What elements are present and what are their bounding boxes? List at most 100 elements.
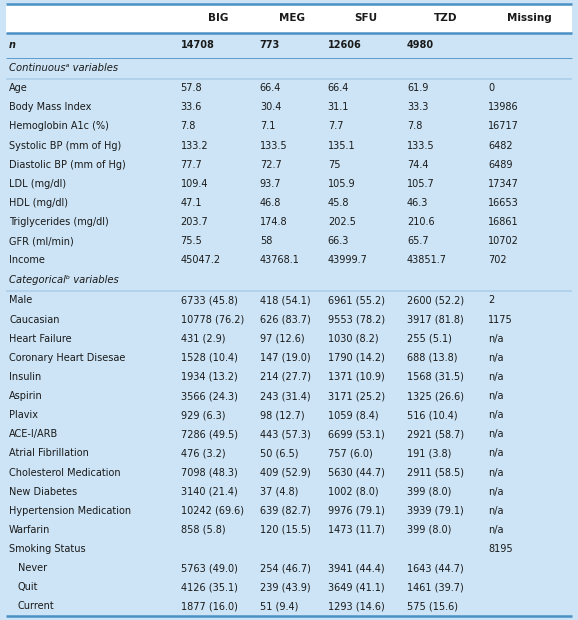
Text: 1461 (39.7): 1461 (39.7) (407, 582, 464, 592)
Text: 4126 (35.1): 4126 (35.1) (181, 582, 238, 592)
Text: 431 (2.9): 431 (2.9) (181, 334, 225, 343)
Text: 16717: 16717 (488, 122, 519, 131)
Text: 14708: 14708 (181, 40, 214, 50)
Text: 45047.2: 45047.2 (181, 255, 221, 265)
Text: 58: 58 (260, 236, 272, 246)
Text: 858 (5.8): 858 (5.8) (181, 525, 225, 535)
Bar (6, 425, 572, 444)
Text: 203.7: 203.7 (181, 217, 209, 227)
Bar (6, 98, 572, 117)
Text: 46.8: 46.8 (260, 198, 281, 208)
Text: 1473 (11.7): 1473 (11.7) (328, 525, 385, 535)
Text: 30.4: 30.4 (260, 102, 281, 112)
Text: 254 (46.7): 254 (46.7) (260, 563, 311, 573)
Text: Triglycerides (mg/dl): Triglycerides (mg/dl) (9, 217, 109, 227)
Text: Caucasian: Caucasian (9, 314, 60, 324)
Text: Quit: Quit (18, 582, 39, 592)
Bar (6, 386, 572, 405)
Text: 50 (6.5): 50 (6.5) (260, 448, 298, 458)
Text: 1059 (8.4): 1059 (8.4) (328, 410, 379, 420)
Text: n/a: n/a (488, 448, 503, 458)
Text: 6482: 6482 (488, 141, 513, 151)
Text: 10778 (76.2): 10778 (76.2) (181, 314, 244, 324)
Text: n/a: n/a (488, 334, 503, 343)
Bar (6, 232, 572, 250)
Bar (6, 291, 572, 310)
Text: 7098 (48.3): 7098 (48.3) (181, 467, 238, 477)
Text: 77.7: 77.7 (181, 159, 202, 170)
Text: LDL (mg/dl): LDL (mg/dl) (9, 179, 66, 188)
Text: Plavix: Plavix (9, 410, 38, 420)
Text: 3941 (44.4): 3941 (44.4) (328, 563, 384, 573)
Text: 17347: 17347 (488, 179, 519, 188)
Text: 1002 (8.0): 1002 (8.0) (328, 487, 379, 497)
Text: Cholesterol Medication: Cholesterol Medication (9, 467, 121, 477)
Text: 3649 (41.1): 3649 (41.1) (328, 582, 384, 592)
Bar (6, 250, 572, 270)
Text: 51 (9.4): 51 (9.4) (260, 601, 298, 611)
Text: 443 (57.3): 443 (57.3) (260, 429, 310, 440)
Bar (6, 213, 572, 232)
Text: 133.5: 133.5 (260, 141, 287, 151)
Text: 6699 (53.1): 6699 (53.1) (328, 429, 384, 440)
Text: 16861: 16861 (488, 217, 518, 227)
Text: 72.7: 72.7 (260, 159, 281, 170)
Text: 74.4: 74.4 (407, 159, 428, 170)
Text: 1030 (8.2): 1030 (8.2) (328, 334, 379, 343)
Text: Continuousᵃ variables: Continuousᵃ variables (9, 63, 118, 73)
Bar (6, 520, 572, 539)
Text: 3566 (24.3): 3566 (24.3) (181, 391, 238, 401)
Text: 1325 (26.6): 1325 (26.6) (407, 391, 464, 401)
Text: SFU: SFU (354, 14, 377, 24)
Text: 2: 2 (488, 296, 494, 306)
Text: 2921 (58.7): 2921 (58.7) (407, 429, 464, 440)
Text: 61.9: 61.9 (407, 83, 428, 93)
Text: 16653: 16653 (488, 198, 518, 208)
Bar (6, 597, 572, 616)
Text: 93.7: 93.7 (260, 179, 281, 188)
Text: 135.1: 135.1 (328, 141, 355, 151)
Text: Body Mass Index: Body Mass Index (9, 102, 91, 112)
Text: 4980: 4980 (407, 40, 434, 50)
Text: 191 (3.8): 191 (3.8) (407, 448, 451, 458)
Text: 66.4: 66.4 (328, 83, 349, 93)
Bar (6, 270, 572, 291)
Text: 98 (12.7): 98 (12.7) (260, 410, 305, 420)
Text: 688 (13.8): 688 (13.8) (407, 353, 458, 363)
Text: 5763 (49.0): 5763 (49.0) (181, 563, 238, 573)
Text: 7.8: 7.8 (407, 122, 423, 131)
Text: 13986: 13986 (488, 102, 518, 112)
Text: 409 (52.9): 409 (52.9) (260, 467, 310, 477)
Text: 773: 773 (260, 40, 280, 50)
Text: 75: 75 (328, 159, 340, 170)
Text: 3140 (21.4): 3140 (21.4) (181, 487, 238, 497)
Text: 10242 (69.6): 10242 (69.6) (181, 506, 244, 516)
Text: 43851.7: 43851.7 (407, 255, 447, 265)
Text: n/a: n/a (488, 372, 503, 382)
Text: New Diabetes: New Diabetes (9, 487, 77, 497)
Text: n/a: n/a (488, 467, 503, 477)
Text: 5630 (44.7): 5630 (44.7) (328, 467, 385, 477)
Text: Categoricalᵇ variables: Categoricalᵇ variables (9, 275, 118, 285)
Text: 243 (31.4): 243 (31.4) (260, 391, 310, 401)
Text: 626 (83.7): 626 (83.7) (260, 314, 310, 324)
Bar (6, 559, 572, 578)
Text: 1371 (10.9): 1371 (10.9) (328, 372, 384, 382)
Text: 6733 (45.8): 6733 (45.8) (181, 296, 238, 306)
Text: 1175: 1175 (488, 314, 513, 324)
Text: 1293 (14.6): 1293 (14.6) (328, 601, 384, 611)
Text: n/a: n/a (488, 410, 503, 420)
Text: Warfarin: Warfarin (9, 525, 50, 535)
Text: 109.4: 109.4 (181, 179, 208, 188)
Text: Current: Current (18, 601, 55, 611)
Text: 1568 (31.5): 1568 (31.5) (407, 372, 464, 382)
Text: 0: 0 (488, 83, 494, 93)
Text: Hemoglobin A1c (%): Hemoglobin A1c (%) (9, 122, 109, 131)
Text: n/a: n/a (488, 487, 503, 497)
Bar (6, 348, 572, 368)
Text: 7.1: 7.1 (260, 122, 275, 131)
Text: 7.8: 7.8 (181, 122, 196, 131)
Text: 37 (4.8): 37 (4.8) (260, 487, 298, 497)
Text: 65.7: 65.7 (407, 236, 429, 246)
Text: 75.5: 75.5 (181, 236, 202, 246)
